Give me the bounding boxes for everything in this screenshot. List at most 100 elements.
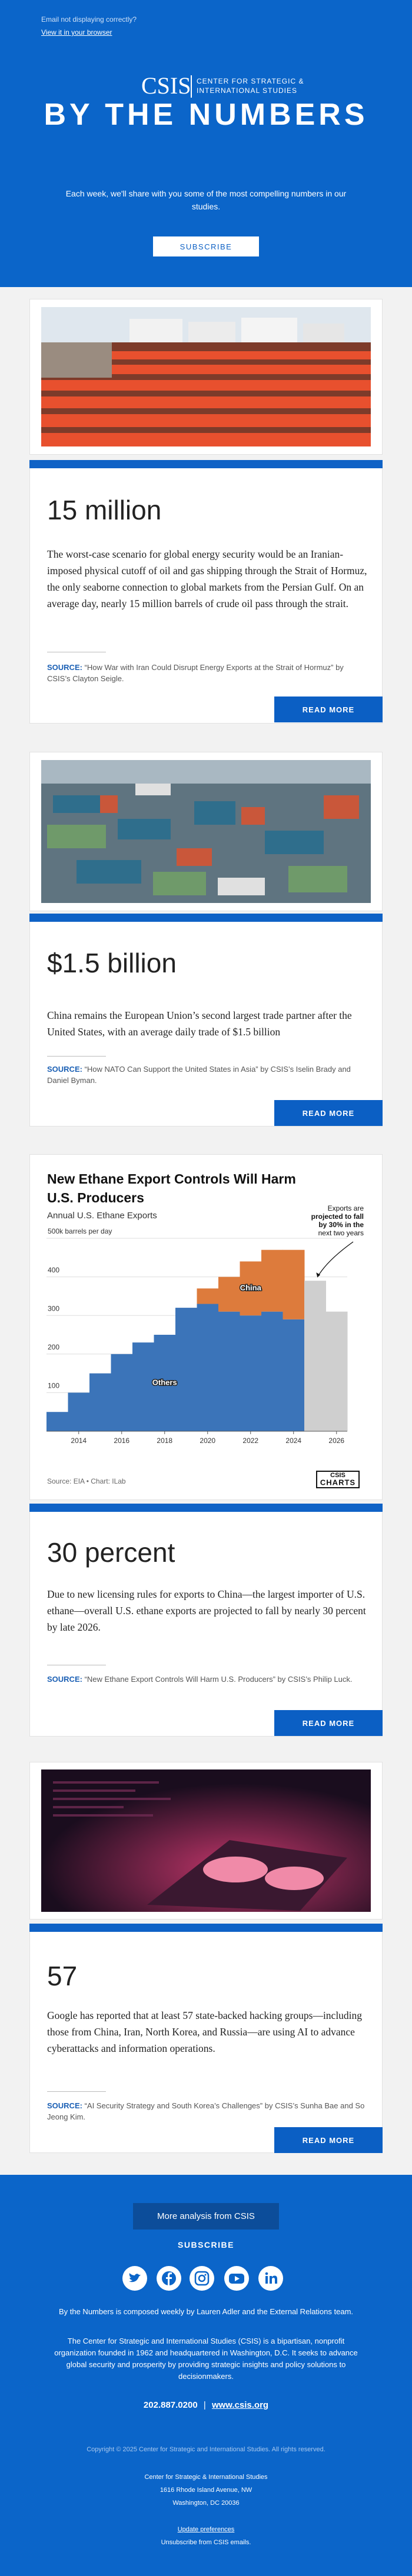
x-tick-label: 2026 [328, 1437, 344, 1445]
area-step [218, 1277, 240, 1312]
logo-line: INTERNATIONAL STUDIES [197, 86, 298, 95]
stat-card [29, 1504, 383, 1737]
chart-subtitle: Annual U.S. Ethane Exports [47, 1211, 157, 1221]
arrow-head [316, 1272, 321, 1278]
area-step [175, 1308, 197, 1431]
x-tick-label: 2018 [157, 1437, 172, 1445]
divider [47, 2091, 106, 2092]
area-step [197, 1288, 219, 1304]
intro: Each week, we'll share with you some of … [65, 189, 347, 211]
address: Center for Strategic & International Stu… [0, 2471, 412, 2510]
separator: | [203, 2400, 206, 2410]
notice: Email not displaying correctly? [41, 15, 137, 24]
x-tick-label: 2016 [114, 1437, 129, 1445]
area-step [197, 1304, 219, 1431]
stat: 15 million [47, 495, 162, 525]
stat: $1.5 billion [47, 948, 177, 978]
projected-step [304, 1281, 326, 1431]
photo-container-port [41, 760, 371, 903]
subscribe-button[interactable]: SUBSCRIBE [153, 236, 259, 256]
instagram-icon[interactable] [190, 2266, 214, 2291]
annotation: Exports are [328, 1204, 364, 1212]
x-tick-label: 2020 [200, 1437, 215, 1445]
youtube-icon[interactable] [224, 2266, 249, 2291]
about: The Center for Strategic and Internation… [54, 2337, 358, 2381]
area-step [68, 1392, 90, 1431]
charts-logo: CSIS [330, 1472, 345, 1479]
source-label: SOURCE: [47, 1675, 82, 1684]
area-step [261, 1311, 283, 1431]
copyright: Copyright © 2025 Center for Strategic an… [87, 2446, 325, 2453]
source-text[interactable]: “How NATO Can Support the United States … [47, 1065, 351, 1085]
area-step [89, 1373, 111, 1431]
divider [47, 1056, 106, 1057]
unsubscribe-link[interactable]: Unsubscribe from CSIS emails. [161, 2539, 251, 2546]
source-text[interactable]: “How War with Iran Could Disrupt Energy … [47, 663, 344, 683]
source-text[interactable]: “AI Security Strategy and South Korea’s … [47, 2101, 365, 2121]
browser-link[interactable]: View it in your browser [41, 28, 112, 36]
area-step [132, 1342, 154, 1431]
area-step [240, 1315, 262, 1431]
footer-links: Update preferences Unsubscribe from CSIS… [0, 2523, 412, 2549]
address-line: Center for Strategic & International Stu… [144, 2474, 268, 2481]
x-tick-label: 2014 [71, 1437, 87, 1445]
logo: CSIS [141, 72, 191, 99]
source-label: SOURCE: [47, 663, 82, 672]
chart: New Ethane Export Controls Will Harm U.S.… [41, 1162, 371, 1494]
footer-subscribe[interactable]: SUBSCRIBE [178, 2240, 234, 2250]
read-more-button[interactable]: READ MORE [274, 697, 383, 722]
area-step [240, 1261, 262, 1316]
credit: By the Numbers is composed weekly by Lau… [58, 2307, 354, 2316]
annotation: projected to fall [311, 1212, 364, 1221]
read-more-button[interactable]: READ MORE [274, 1710, 383, 1736]
chart-title: New Ethane Export Controls Will Harm U.S.… [47, 1171, 296, 1205]
stat-text: China remains the European Union’s secon… [47, 1009, 352, 1038]
y-tick-label: 500k barrels per day [48, 1227, 112, 1235]
source: SOURCE: “New Ethane Export Controls Will… [47, 1674, 365, 1685]
stat: 30 percent [47, 1537, 175, 1568]
charts-logo: CHARTS [320, 1478, 355, 1487]
accent-bar [29, 1504, 383, 1512]
y-tick-label: 100 [48, 1382, 59, 1390]
logo-divider [191, 75, 192, 98]
charts-logo-box [316, 1471, 360, 1488]
title: BY THE NUMBERS [44, 98, 368, 132]
annotation: next two years [318, 1229, 364, 1237]
stat: 57 [47, 1961, 78, 1991]
site-link[interactable]: www.csis.org [211, 2400, 269, 2410]
area-step [111, 1354, 133, 1431]
linkedin-icon[interactable] [258, 2266, 283, 2291]
source-label: SOURCE: [47, 2101, 82, 2110]
twitter-icon[interactable] [122, 2266, 147, 2291]
social-icons [122, 2266, 283, 2291]
footer [0, 2175, 412, 2576]
read-more-button[interactable]: READ MORE [274, 2127, 383, 2153]
series-label: China [240, 1284, 262, 1292]
accent-bar [29, 914, 383, 922]
read-more-button[interactable]: READ MORE [274, 1100, 383, 1126]
accent-bar [29, 460, 383, 468]
facebook-icon[interactable] [157, 2266, 181, 2291]
area-step [261, 1249, 283, 1312]
address-line: Washington, DC 20036 [172, 2500, 240, 2507]
stat-text: Google has reported that at least 57 sta… [47, 2010, 363, 2054]
source: SOURCE: “AI Security Strategy and South … [47, 2100, 365, 2122]
more-analysis-button[interactable]: More analysis from CSIS [133, 2203, 279, 2230]
x-tick-label: 2022 [242, 1437, 258, 1445]
source-text[interactable]: “New Ethane Export Controls Will Harm U.… [84, 1675, 353, 1684]
accent-bar [29, 1924, 383, 1932]
projected-step [325, 1311, 348, 1431]
preferences-link[interactable]: Update preferences [177, 2526, 235, 2533]
chart-source: Source: EIA • Chart: ILab [47, 1477, 126, 1485]
source: SOURCE: “How War with Iran Could Disrupt… [47, 662, 365, 684]
annotation-arrow [317, 1241, 354, 1278]
y-tick-label: 300 [48, 1304, 59, 1312]
phone[interactable]: 202.887.0200 [143, 2400, 198, 2410]
stat-text: Due to new licensing rules for exports t… [47, 1588, 366, 1633]
y-tick-label: 400 [48, 1266, 59, 1274]
stat-card [29, 914, 383, 1127]
y-tick-label: 200 [48, 1343, 59, 1351]
x-tick-label: 2024 [285, 1437, 301, 1445]
annotation: by 30% in the [318, 1221, 364, 1229]
